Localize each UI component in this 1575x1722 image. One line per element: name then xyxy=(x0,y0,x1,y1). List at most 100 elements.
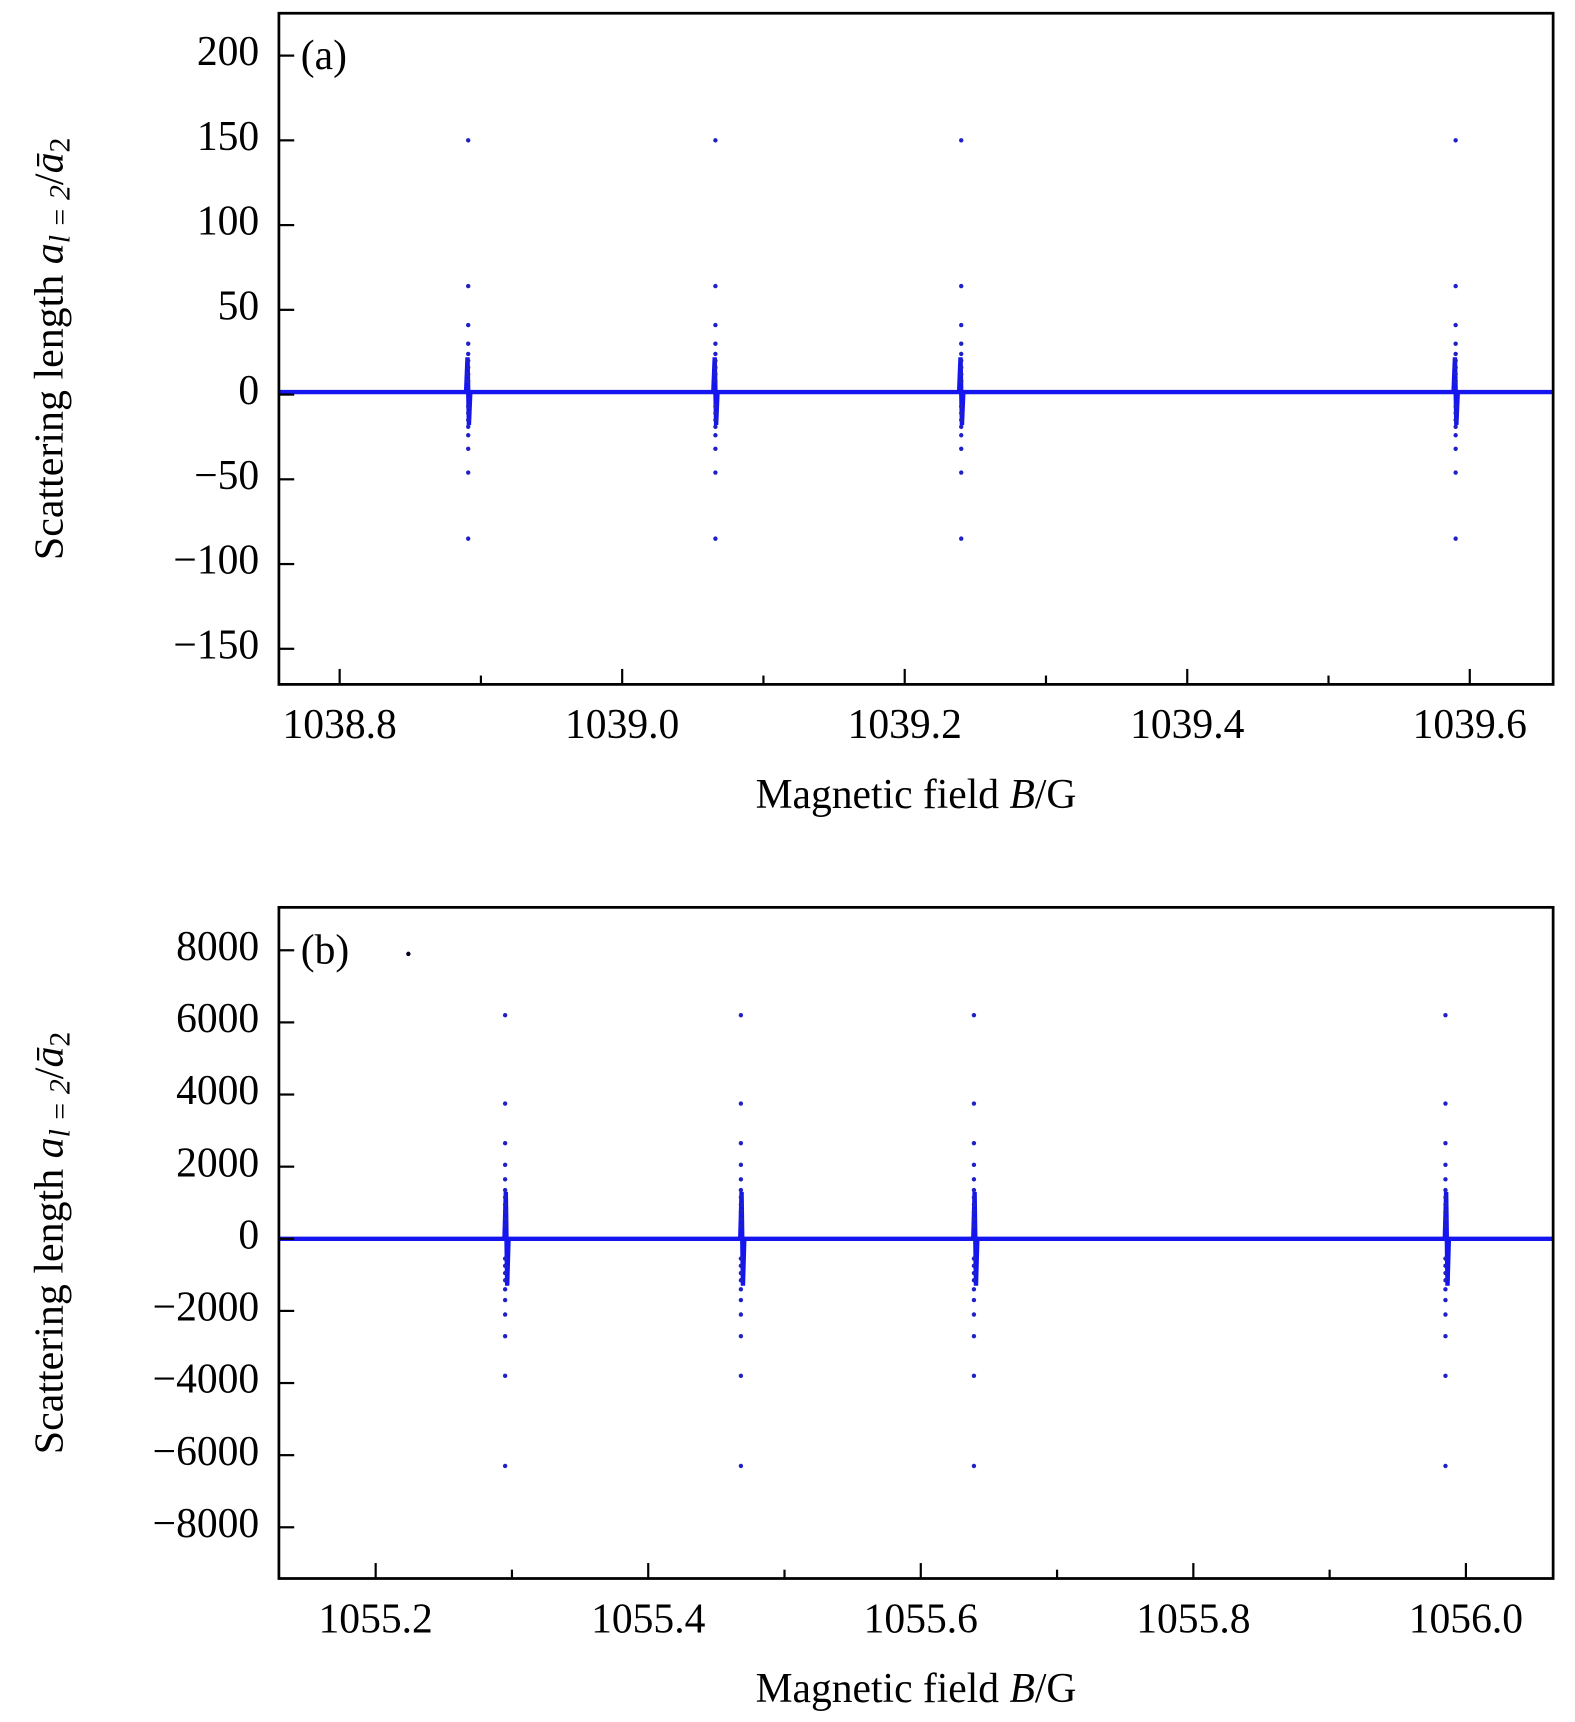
data-point xyxy=(738,1216,744,1222)
data-point xyxy=(1453,470,1458,475)
y-label-var: a xyxy=(26,243,72,264)
data-point xyxy=(1443,1195,1448,1200)
data-point xyxy=(466,372,471,377)
data-point xyxy=(1443,1270,1448,1276)
data-point xyxy=(502,1297,508,1303)
data-point xyxy=(502,1312,508,1317)
data-point xyxy=(466,417,471,423)
y-tick-label: −2000 xyxy=(153,1284,260,1330)
y-tick-label: 0 xyxy=(238,368,259,414)
data-point xyxy=(466,446,471,452)
data-point xyxy=(1443,1101,1448,1106)
data-point xyxy=(466,433,471,438)
data-point xyxy=(738,1270,744,1276)
x-tick-label: 1055.4 xyxy=(591,1596,705,1642)
y-axis-label: Scattering length al = 2/ā2 xyxy=(26,138,76,561)
data-point xyxy=(713,138,718,143)
data-point xyxy=(502,1195,508,1200)
data-point xyxy=(1443,1278,1448,1283)
y-label-var: a xyxy=(26,1137,72,1158)
x-tick-label: 1039.4 xyxy=(1130,702,1244,748)
x-axis-label: Magnetic field B/G xyxy=(756,1666,1077,1712)
data-point xyxy=(713,372,718,377)
data-point xyxy=(1443,1162,1448,1168)
data-point xyxy=(971,1373,977,1379)
data-point xyxy=(1453,365,1458,370)
x-axis-label: Magnetic field B/G xyxy=(756,772,1077,818)
data-point xyxy=(738,1202,744,1207)
data-point xyxy=(1443,1209,1448,1214)
data-point xyxy=(738,1287,744,1292)
y-label-text: Scattering length xyxy=(26,264,72,560)
x-tick-label: 1039.0 xyxy=(565,702,679,748)
y-tick-label: −150 xyxy=(173,622,259,668)
x-tick-label: 1056.0 xyxy=(1409,1596,1523,1642)
data-point xyxy=(959,446,964,452)
data-point xyxy=(738,1141,744,1146)
data-point xyxy=(959,341,964,346)
data-point xyxy=(502,1209,508,1214)
data-point xyxy=(971,1012,977,1018)
data-point xyxy=(406,951,411,957)
data-point xyxy=(971,1256,977,1261)
data-point xyxy=(713,365,718,370)
data-point xyxy=(713,411,718,416)
x-tick-label: 1055.8 xyxy=(1136,1596,1250,1642)
data-point xyxy=(1453,138,1458,143)
data-point xyxy=(971,1333,977,1339)
data-point xyxy=(1453,358,1458,363)
data-point xyxy=(738,1177,744,1182)
data-point xyxy=(713,341,718,346)
data-point xyxy=(959,470,964,475)
data-point xyxy=(738,1463,744,1469)
data-point xyxy=(971,1209,977,1214)
data-point xyxy=(466,351,471,357)
data-point xyxy=(466,536,471,541)
data-point xyxy=(1453,322,1458,328)
data-point xyxy=(1443,1373,1448,1379)
x-label-text: Magnetic field xyxy=(756,1666,1010,1712)
data-point xyxy=(1443,1223,1448,1229)
data-point xyxy=(971,1162,977,1168)
data-point xyxy=(971,1216,977,1222)
data-point xyxy=(738,1209,744,1214)
y-label-sub2: 2 xyxy=(44,138,76,153)
data-point xyxy=(971,1202,977,1207)
plot-frame xyxy=(277,11,1555,686)
panel-label: (b) xyxy=(301,927,349,973)
data-point xyxy=(971,1263,977,1269)
data-point xyxy=(1443,1287,1448,1292)
data-point xyxy=(502,1287,508,1292)
y-label-slash: / xyxy=(26,1067,72,1079)
data-point xyxy=(738,1373,744,1379)
data-point xyxy=(971,1312,977,1317)
data-point xyxy=(502,1101,508,1106)
data-point xyxy=(971,1223,977,1229)
data-point xyxy=(971,1177,977,1182)
data-point xyxy=(1443,1141,1448,1146)
data-point xyxy=(971,1278,977,1283)
data-point xyxy=(971,1195,977,1200)
y-tick-label: −100 xyxy=(173,538,259,584)
y-label-sub: l = 2 xyxy=(44,185,76,243)
data-point xyxy=(738,1297,744,1303)
data-point xyxy=(466,404,471,409)
x-tick-label: 1039.2 xyxy=(848,702,962,748)
data-point xyxy=(1443,1263,1448,1269)
data-point xyxy=(959,411,964,416)
data-point xyxy=(713,446,718,452)
y-tick-label: −8000 xyxy=(153,1501,260,1547)
y-tick-label: 8000 xyxy=(176,924,259,970)
y-tick-label: 4000 xyxy=(176,1068,259,1114)
data-point xyxy=(466,283,471,289)
x-tick-label: 1038.8 xyxy=(283,702,397,748)
y-label-sub: l = 2 xyxy=(44,1079,76,1137)
data-point xyxy=(971,1297,977,1303)
data-point xyxy=(738,1312,744,1317)
y-label-var2: ā xyxy=(26,152,72,173)
data-point xyxy=(466,341,471,346)
data-point xyxy=(971,1187,977,1193)
data-point xyxy=(959,404,964,409)
y-axis-label: Scattering length al = 2/ā2 xyxy=(26,1032,76,1455)
